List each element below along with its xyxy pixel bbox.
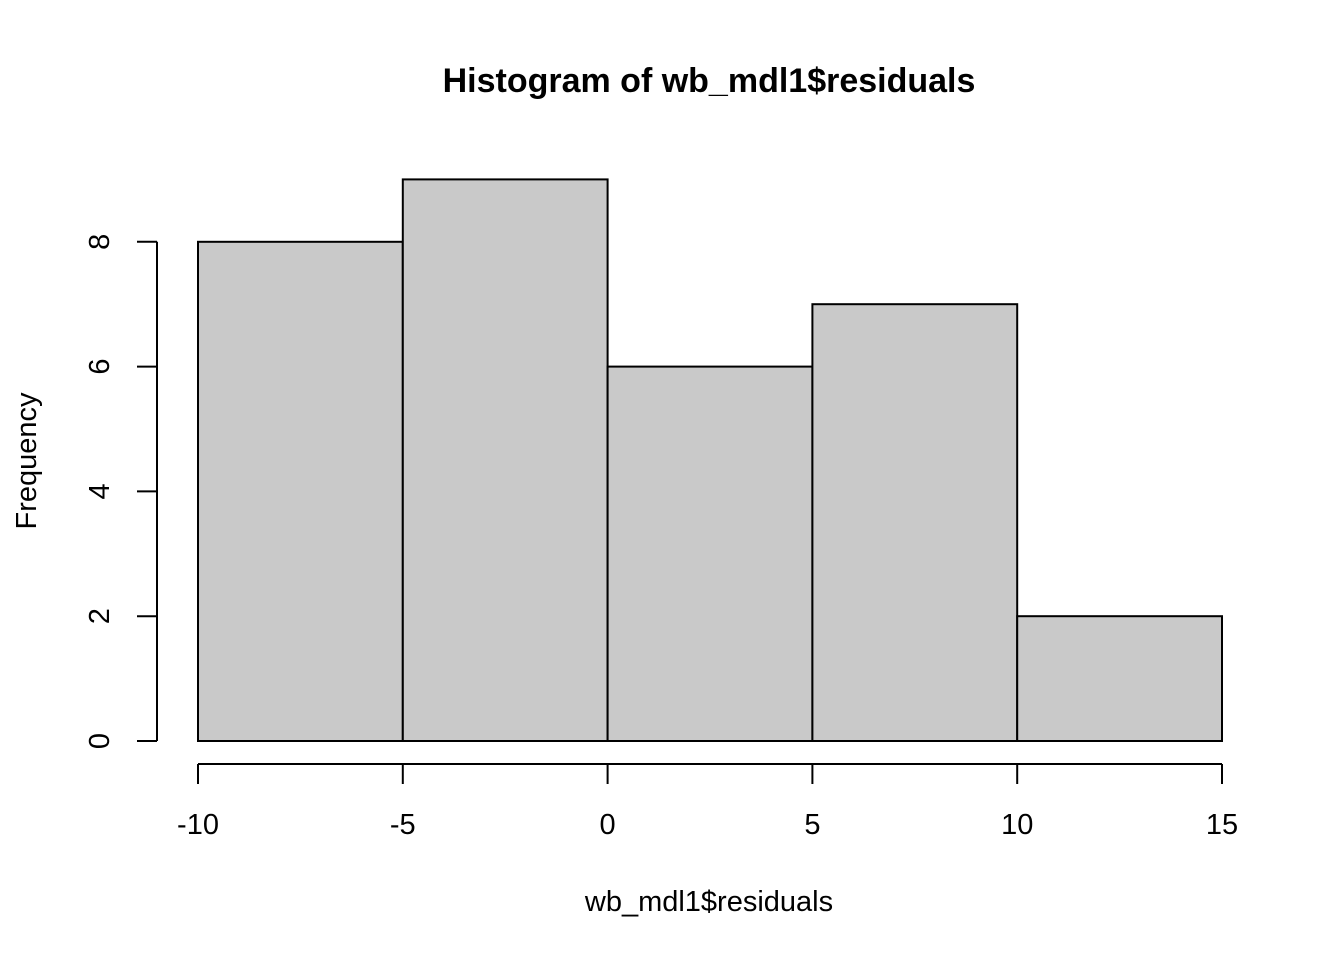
x-tick-label: -10 (177, 809, 219, 841)
y-axis-label: Frequency (11, 392, 43, 530)
x-axis: -10 -5 0 5 10 15 (177, 763, 1238, 841)
histogram-bar-0 (197, 240, 404, 743)
histogram-bar-3 (811, 303, 1019, 742)
y-tick-label: 8 (84, 234, 116, 250)
x-tick-label: 5 (804, 809, 820, 841)
x-tick-label: 0 (600, 809, 616, 841)
x-tick-label: 10 (1001, 809, 1033, 841)
y-tick-label: 0 (84, 733, 116, 749)
y-axis: 0 2 4 6 8 (84, 234, 158, 749)
chart-title: Histogram of wb_mdl1$residuals (443, 62, 976, 100)
histogram-bar-2 (606, 365, 814, 742)
histogram-bar-4 (1016, 615, 1224, 743)
x-tick-label: 15 (1206, 809, 1238, 841)
y-tick-label: 2 (84, 608, 116, 624)
y-tick-label: 6 (84, 359, 116, 375)
bars-group (197, 178, 1224, 743)
x-tick-label: -5 (390, 809, 416, 841)
histogram-bar-1 (401, 178, 609, 742)
y-tick-label: 4 (84, 483, 116, 499)
x-axis-label: wb_mdl1$residuals (584, 886, 833, 918)
